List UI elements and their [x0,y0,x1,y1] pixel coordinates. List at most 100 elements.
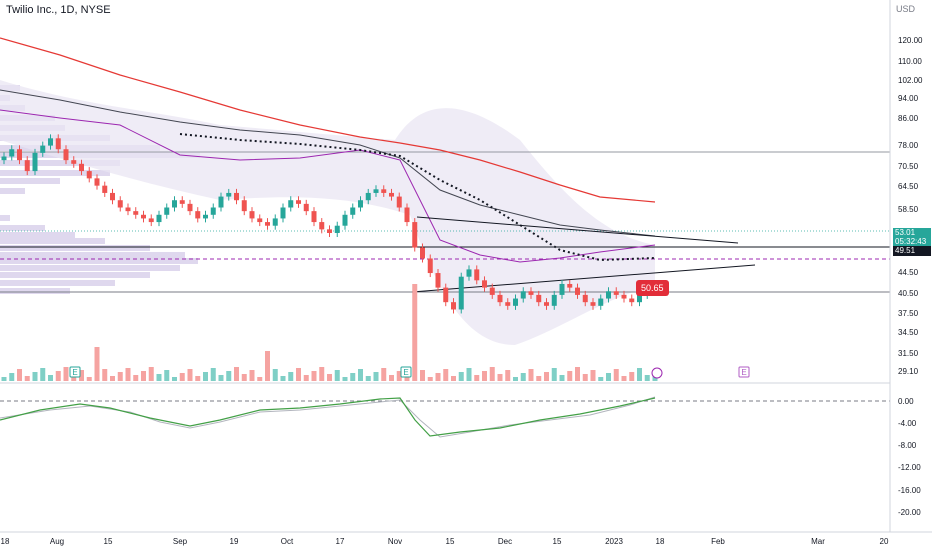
candle-body [404,207,410,223]
candle-body [288,200,294,208]
volume-bar [303,375,309,381]
candle-body [528,291,534,295]
volume-bar [582,374,588,381]
profile-bar [0,245,150,251]
volume-bar [350,373,356,381]
volume-bar [319,367,325,381]
volume-bar [48,375,53,381]
price-tick-label: 40.50 [898,289,919,298]
candle-body [164,207,170,215]
volume-bar [55,371,61,381]
candle-body [210,207,216,215]
volume-bar [272,369,278,381]
volume-bar [280,376,286,381]
candle-body [272,218,278,226]
volume-bar [396,371,402,381]
candle-body [536,294,542,303]
volume-bar [125,368,131,381]
candle-body [32,152,38,172]
candle-body [195,211,201,219]
volume-bar [210,368,216,381]
volume-bar [110,376,115,381]
time-tick-label: Mar [811,537,825,546]
candle-body [79,163,84,172]
time-tick-label: Sep [173,537,188,546]
candle-body [389,192,394,197]
candle-body [203,214,208,219]
earnings-marker [738,366,750,378]
osc-main-line [0,397,656,437]
volume-bar [296,368,301,381]
volume-bar [474,375,480,381]
price-tick-label: 120.00 [898,36,923,45]
candle-body [1,156,7,161]
volume-bar [187,369,193,381]
volume-bar [381,368,387,381]
price-tick-label: 86.00 [898,114,919,123]
volume-bar [389,375,394,381]
candle-body [102,185,108,193]
osc-tick-label: -4.00 [898,419,917,428]
triangle-upper-line [416,216,739,244]
profile-bar [0,280,115,286]
candle-body [117,200,123,208]
candle-body [249,211,255,219]
volume-bar [567,371,573,381]
profile-bar [0,188,25,194]
candle-body [257,218,263,223]
candle-body [621,294,627,299]
osc-tick-label: -8.00 [898,441,917,450]
volume-bar [141,371,146,381]
dotted-trend-line [179,133,656,262]
volume-bar [575,367,580,381]
volume-bar [373,372,379,381]
candle-body [613,291,619,295]
candle-body [125,207,131,212]
volume-bar [482,371,487,381]
candle-body [334,225,340,233]
price-tick-label: 44.50 [898,268,919,277]
price-tick-label: 31.50 [898,349,919,358]
volume-bar [117,372,123,381]
candle-body [342,214,348,226]
candle-body [179,200,185,204]
volume-bar [9,373,15,381]
last-price-tag: 53.01 [893,228,931,238]
earnings-marker-label: E [741,368,746,377]
profile-bar [0,215,10,221]
volume-bar [528,369,534,381]
time-tick-label: 18 [656,537,665,546]
candle-body [172,200,177,208]
candle-body [551,294,557,306]
volume-bar [598,377,604,381]
volume-bar [17,369,22,381]
volume-bar [218,375,224,381]
countdown-tag: 05:32:43 [893,237,931,247]
time-tick-label: Oct [281,537,294,546]
volume-bar [637,368,642,381]
volume-bar [513,377,518,381]
price-tick-label: 110.00 [898,57,922,66]
volume-bar [265,351,270,381]
volume-bar [590,370,596,381]
volume-bar [164,370,170,381]
volume-bar [497,374,503,381]
profile-bar [0,252,185,258]
time-tick-label: 18 [1,537,10,546]
candle-body [381,189,387,193]
candle-body [466,269,472,277]
time-tick-label: Feb [711,537,725,546]
volume-bar [621,376,627,381]
time-tick-label: 19 [230,537,239,546]
oscillator-pane [0,396,890,438]
candle-body [187,203,193,212]
volume-bar [443,369,449,381]
candle-body [133,211,139,215]
volume-bar [148,367,154,381]
volume-bar [172,377,177,381]
candle-body [637,294,642,303]
candle-body [396,196,402,208]
candle-body [544,302,549,306]
